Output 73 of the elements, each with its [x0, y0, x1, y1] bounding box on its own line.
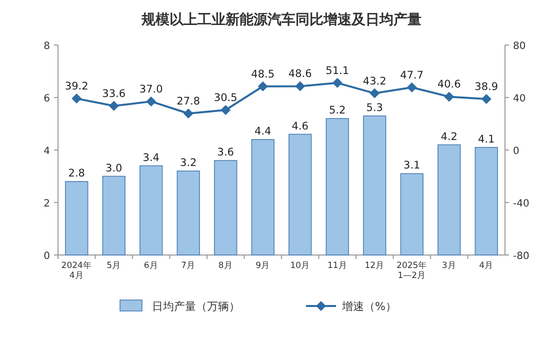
point [146, 96, 156, 106]
y-tick-label: 2 [44, 198, 50, 210]
x-tick-label: 7月 [181, 261, 196, 271]
data-label: 4.2 [440, 130, 458, 143]
data-label: 39.2 [64, 80, 88, 93]
data-label: 43.2 [362, 75, 386, 88]
data-label: 2.8 [68, 168, 85, 180]
y2-tick-label: -40 [513, 198, 530, 210]
bar [251, 139, 274, 256]
data-label: 40.6 [437, 78, 462, 91]
point [295, 81, 306, 92]
x-tick-label: 12月 [364, 261, 385, 271]
x-tick-label: 3月 [442, 261, 456, 271]
y-tick-label: 4 [44, 146, 50, 157]
data-label: 37.0 [139, 83, 163, 96]
point [108, 100, 119, 111]
data-label: 3.6 [217, 146, 234, 158]
x-tick-label: 2024年 4月 [61, 260, 92, 281]
chart-title: 规模以上工业新能源汽车同比增速及日均产量 [140, 11, 422, 28]
y2-tick-label: 80 [513, 41, 526, 52]
data-label: 51.1 [326, 64, 350, 77]
bar [140, 165, 163, 256]
bar [176, 170, 200, 256]
bar [474, 146, 498, 256]
data-label: 38.9 [474, 80, 498, 93]
point [481, 94, 492, 104]
legend-label: 增速（%） [341, 300, 396, 313]
bar [400, 173, 424, 256]
point [444, 92, 454, 102]
y2-tick-label: -80 [513, 251, 530, 262]
point [258, 81, 268, 92]
x-tick-label: 2025年 1—2月 [396, 260, 428, 281]
bar [438, 144, 461, 256]
data-label: 30.5 [214, 92, 238, 104]
y2-tick-label: 0 [513, 146, 520, 157]
point [72, 94, 82, 104]
point [370, 88, 380, 98]
y2-tick-label: 40 [513, 94, 526, 104]
data-label: 3.4 [142, 152, 160, 164]
bar [288, 134, 312, 256]
data-label: 3.0 [106, 162, 122, 174]
bar [102, 176, 126, 256]
data-label: 4.6 [292, 120, 309, 132]
y-tick-label: 0 [44, 251, 50, 262]
point [220, 104, 231, 115]
x-tick-label: 6月 [144, 261, 158, 271]
point [332, 78, 342, 88]
bar [363, 115, 386, 256]
bar [214, 160, 238, 256]
legend-label: 日均产量（万辆） [152, 300, 240, 313]
x-tick-label: 5月 [106, 261, 122, 271]
data-label: 33.6 [102, 88, 126, 100]
x-tick-label: 8月 [218, 261, 233, 271]
point [406, 82, 417, 92]
x-tick-label: 9月 [256, 261, 270, 271]
data-label: 3.1 [404, 160, 420, 172]
point [183, 108, 194, 119]
bar [326, 118, 349, 256]
data-label: 3.2 [180, 157, 197, 169]
data-label: 27.8 [176, 96, 200, 108]
data-label: 48.6 [288, 68, 312, 80]
data-label: 5.3 [366, 102, 383, 114]
y-tick-label: 8 [44, 41, 50, 52]
data-label: 48.5 [251, 68, 275, 80]
x-tick-label: 4月 [479, 261, 494, 271]
data-label: 5.2 [329, 104, 346, 116]
y-tick-label: 6 [44, 94, 50, 104]
data-label: 4.1 [478, 133, 495, 146]
bar [65, 181, 88, 256]
data-label: 4.4 [254, 126, 272, 138]
x-tick-label: 10月 [290, 261, 310, 271]
x-tick-label: 11月 [327, 261, 348, 271]
data-label: 47.7 [400, 69, 424, 82]
